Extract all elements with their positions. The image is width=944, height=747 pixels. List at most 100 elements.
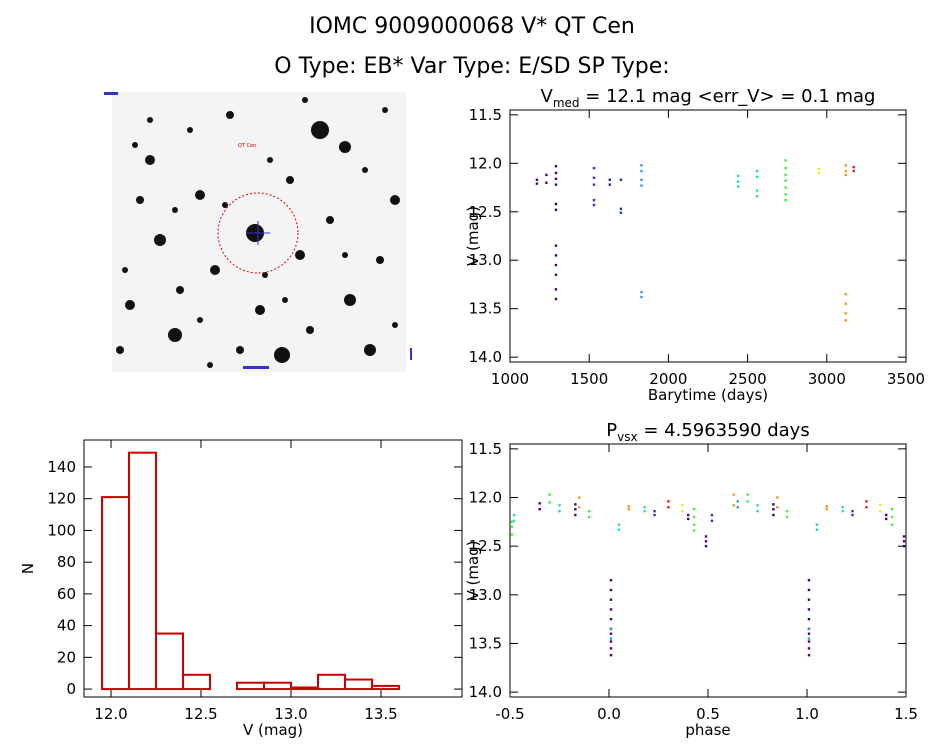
- lightcurve-point: [554, 177, 558, 181]
- star-11: [390, 195, 400, 205]
- phased-point: [746, 493, 749, 496]
- phased-point: [627, 507, 630, 511]
- phased-point: [851, 513, 854, 517]
- lightcurve-point: [554, 254, 558, 257]
- histogram-ytick-label: 60: [57, 585, 76, 603]
- star-37: [132, 142, 138, 148]
- phased-point: [732, 504, 735, 507]
- phased-point: [609, 640, 613, 643]
- phased-point: [512, 513, 516, 517]
- phased-point: [776, 506, 779, 509]
- lightcurve-xtick-label: 3500: [887, 370, 925, 388]
- lightcurve-point: [852, 169, 855, 173]
- lightcurve-point: [784, 193, 787, 196]
- phased-point: [667, 506, 670, 509]
- phased-point: [815, 523, 819, 526]
- phased-point: [643, 509, 646, 513]
- lightcurve-title: Vmed = 12.1 mag <err_V> = 0.1 mag: [541, 86, 876, 110]
- phased-point: [538, 502, 541, 505]
- phased-ytick-label: 13.5: [469, 634, 502, 652]
- star-34: [342, 252, 348, 258]
- lightcurve-point: [592, 176, 596, 180]
- phased-point: [772, 503, 775, 506]
- histogram-xtick-label: 13.5: [364, 705, 397, 723]
- phased-point: [538, 507, 541, 511]
- phased-point: [653, 513, 656, 517]
- phased-title-symbol: P: [606, 420, 617, 441]
- histogram-ytick-label: 0: [66, 680, 76, 698]
- star-20: [376, 256, 384, 264]
- lightcurve-point: [736, 174, 740, 178]
- phased-point: [558, 504, 561, 507]
- lightcurve-point: [755, 189, 759, 192]
- lightcurve-point: [736, 180, 740, 183]
- star-28: [392, 322, 398, 328]
- star-field: [116, 97, 400, 368]
- lightcurve-point: [852, 165, 855, 169]
- lightcurve-title-subscript: med: [553, 96, 580, 110]
- phased-ytick-label: 12.0: [469, 489, 502, 507]
- phased-point: [807, 653, 811, 657]
- lightcurve-xtick-label: 1500: [570, 370, 608, 388]
- star-17: [226, 111, 234, 119]
- phased-ytick-label: 11.5: [469, 440, 502, 458]
- lightcurve-point: [736, 185, 740, 188]
- lightcurve-point: [640, 178, 643, 181]
- histogram-ylabel: N: [19, 563, 37, 574]
- star-18: [286, 176, 294, 184]
- star-2: [145, 155, 155, 165]
- phased-point: [548, 501, 551, 504]
- phased-point: [807, 637, 811, 640]
- page-title-object: IOMC 9009000068 V* QT Cen: [309, 14, 635, 39]
- phased-point: [807, 632, 811, 635]
- lightcurve-ytick-label: 13.5: [469, 300, 502, 318]
- lightcurve-point: [844, 173, 848, 177]
- lightcurve-xtick-label: 2000: [649, 370, 687, 388]
- lightcurve-point: [640, 184, 643, 187]
- phased-point: [902, 540, 906, 543]
- star-15: [364, 344, 376, 356]
- star-36: [382, 107, 388, 113]
- phased-point: [890, 515, 894, 519]
- phased-point: [512, 519, 516, 523]
- histogram-ytick-label: 80: [57, 553, 76, 571]
- histogram-bar: [182, 673, 211, 691]
- histogram-bar: [371, 684, 400, 691]
- lightcurve-point: [640, 169, 643, 173]
- lightcurve-title-symbol: V: [541, 86, 554, 107]
- phased-xtick-label: 0.0: [597, 705, 621, 723]
- phased-title-subscript: vsx: [617, 430, 637, 444]
- lightcurve-point: [640, 291, 643, 294]
- phased-xtick-label: 0.5: [696, 705, 720, 723]
- phased-point: [609, 608, 613, 611]
- lightcurve-point: [619, 207, 623, 211]
- lightcurve-xtick-label: 2500: [729, 370, 767, 388]
- histogram-ytick-label: 140: [47, 458, 76, 476]
- phased-point: [841, 506, 844, 509]
- phased-point: [609, 653, 613, 657]
- star-23: [236, 346, 244, 354]
- lightcurve-point: [608, 178, 611, 181]
- phased-point: [578, 496, 581, 499]
- phased-point: [772, 507, 775, 511]
- star-39: [187, 127, 193, 133]
- phased-point: [851, 509, 854, 513]
- lightcurve-point: [755, 175, 759, 179]
- phased-point: [667, 500, 670, 503]
- phased-xtick-label: 1.0: [795, 705, 819, 723]
- star-0: [311, 121, 329, 139]
- lightcurve-ytick-label: 11.5: [469, 106, 502, 124]
- phased-ylabel: V (mag): [464, 540, 482, 600]
- phased-point: [902, 535, 906, 538]
- lightcurve-point: [545, 181, 548, 184]
- lightcurve-ytick-label: 12.5: [469, 203, 502, 221]
- phased-point: [807, 617, 811, 621]
- histogram-xtick-label: 12.0: [94, 705, 127, 723]
- phased-point: [588, 509, 591, 513]
- lightcurve-point: [554, 273, 558, 276]
- lightcurve-point: [592, 203, 596, 207]
- lightcurve-ytick-label: 14.0: [469, 348, 502, 366]
- phased-point: [807, 588, 811, 592]
- lightcurve-point: [554, 183, 558, 186]
